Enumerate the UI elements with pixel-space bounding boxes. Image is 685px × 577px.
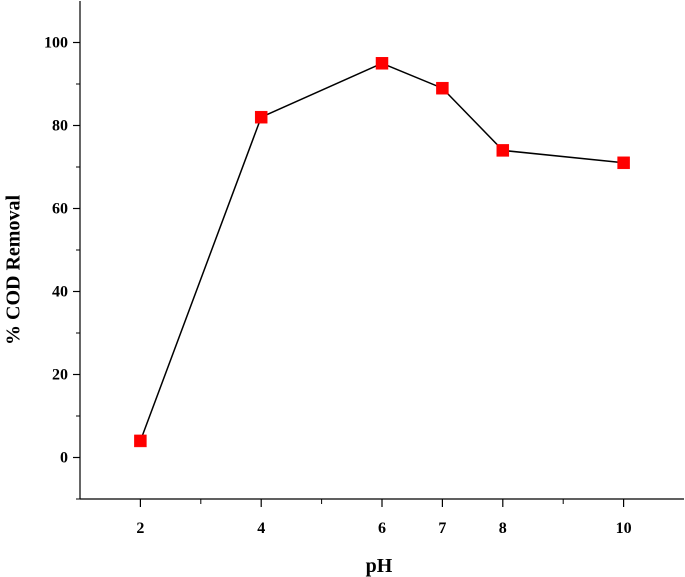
data-point bbox=[375, 57, 389, 70]
y-tick-label: 0 bbox=[60, 450, 68, 467]
x-tick-label: 8 bbox=[499, 520, 507, 537]
x-tick-label: 2 bbox=[136, 520, 144, 537]
x-tick-label: 6 bbox=[378, 520, 386, 537]
series-line bbox=[139, 62, 624, 442]
ticks bbox=[73, 41, 625, 507]
y-tick-label: 60 bbox=[52, 201, 68, 218]
tick-labels: 0 20 40 60 80 100 2 4 6 7 8 10 bbox=[44, 35, 632, 538]
data-point bbox=[617, 156, 630, 170]
x-tick-label: 10 bbox=[616, 520, 632, 537]
data-point bbox=[436, 81, 449, 95]
x-tick-label: 4 bbox=[257, 520, 265, 537]
data-point bbox=[254, 110, 268, 124]
y-tick-label: 80 bbox=[52, 118, 68, 135]
y-axis-title: % COD Removal bbox=[3, 195, 25, 345]
series bbox=[134, 57, 630, 448]
x-axis-title: pH bbox=[366, 555, 393, 577]
axes bbox=[79, 1, 684, 500]
y-tick-label: 100 bbox=[44, 35, 68, 52]
y-tick-label: 40 bbox=[52, 284, 68, 301]
x-tick-label: 7 bbox=[438, 520, 446, 537]
data-point bbox=[496, 144, 510, 157]
y-tick-label: 20 bbox=[52, 367, 68, 384]
data-point bbox=[134, 434, 147, 448]
